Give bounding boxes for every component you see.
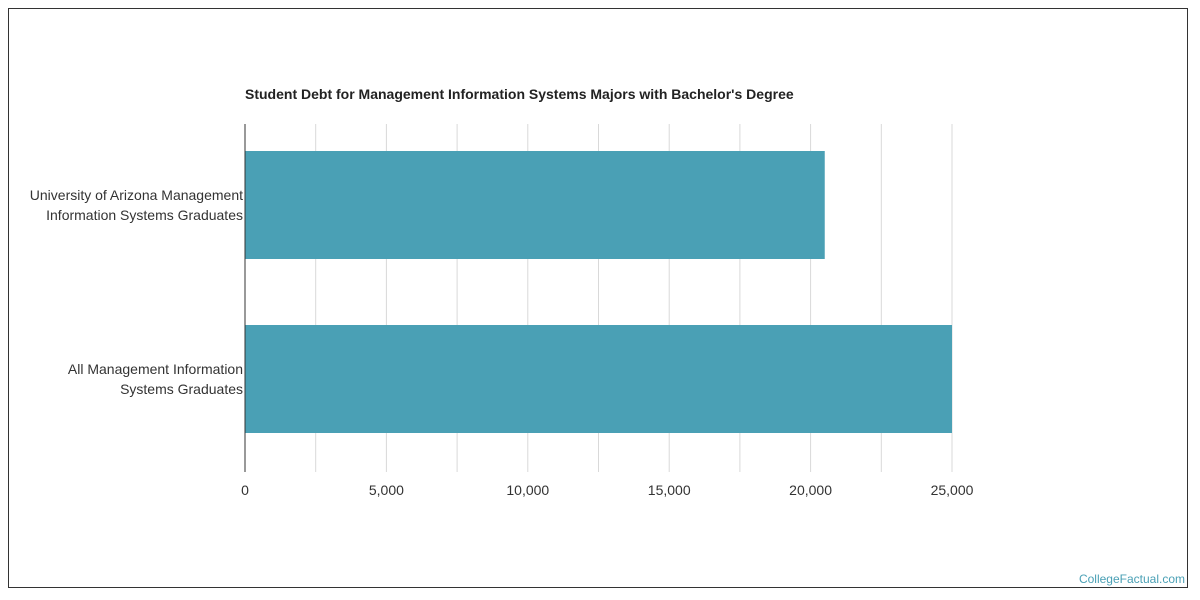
bars xyxy=(245,151,952,433)
x-tick-label: 15,000 xyxy=(648,482,691,498)
category-label: Information Systems Graduates xyxy=(46,207,243,223)
category-label: Systems Graduates xyxy=(120,381,243,397)
category-label: All Management Information xyxy=(68,361,243,377)
x-tick-label: 5,000 xyxy=(369,482,404,498)
x-axis-tick-labels: 0 5,000 10,000 15,000 20,000 25,000 xyxy=(241,482,974,498)
x-tick-label: 25,000 xyxy=(931,482,974,498)
x-tick-label: 20,000 xyxy=(789,482,832,498)
x-tick-label: 10,000 xyxy=(506,482,549,498)
chart-title: Student Debt for Management Information … xyxy=(245,86,794,102)
category-label: University of Arizona Management xyxy=(30,187,243,203)
brand-watermark[interactable]: CollegeFactual.com xyxy=(1078,572,1185,586)
category-labels: University of Arizona Management Informat… xyxy=(30,187,243,397)
bar[interactable] xyxy=(245,151,825,259)
chart-frame xyxy=(8,8,1188,588)
x-tick-label: 0 xyxy=(241,482,249,498)
bar[interactable] xyxy=(245,325,952,433)
